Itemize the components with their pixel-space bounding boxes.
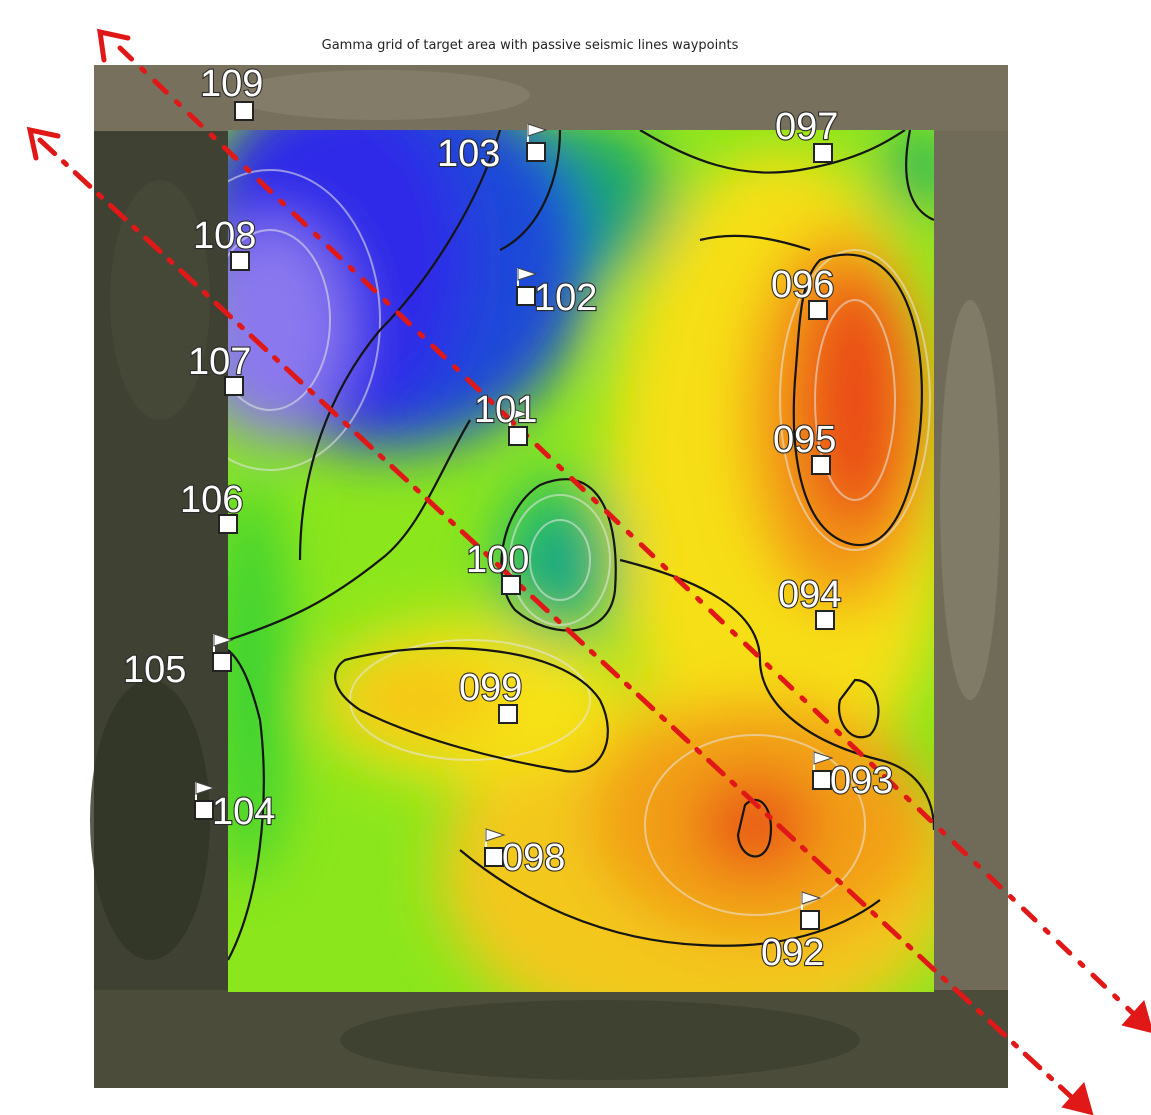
- waypoint-marker-icon: [501, 575, 521, 595]
- waypoint-marker-icon: [498, 704, 518, 724]
- waypoints: 109 108 107 106 105 104 103 102 101 100 099 098 097 0…: [122, 62, 895, 975]
- waypoint-105: 105: [122, 633, 234, 692]
- waypoint-103: 103: [436, 123, 548, 176]
- waypoint-label: 102: [534, 277, 597, 319]
- waypoint-label: 098: [502, 837, 565, 879]
- waypoint-label: 103: [437, 133, 500, 175]
- waypoint-106: 106: [179, 478, 245, 534]
- arrow-head-se-1: [1121, 999, 1151, 1033]
- arrow-head-nw-2: [26, 126, 61, 161]
- arrow-head-se-2: [1061, 1081, 1094, 1115]
- flag-pennant-icon: [813, 751, 834, 765]
- waypoint-marker-icon: [218, 514, 238, 534]
- waypoint-marker-icon: [484, 847, 504, 867]
- waypoint-098: 098: [484, 828, 567, 880]
- flag-pennant-icon: [527, 123, 548, 137]
- waypoint-marker-icon: [212, 652, 232, 672]
- waypoint-label: 106: [180, 479, 243, 521]
- waypoint-marker-icon: [815, 610, 835, 630]
- waypoint-100: 100: [465, 538, 531, 595]
- waypoint-label: 092: [761, 932, 824, 974]
- gamma-grid-surface: [228, 130, 934, 992]
- waypoint-095: 095: [772, 418, 838, 475]
- waypoint-label: 097: [775, 106, 838, 148]
- waypoint-label: 101: [474, 389, 537, 431]
- waypoint-marker-icon: [516, 286, 536, 306]
- waypoint-107: 107: [187, 340, 253, 396]
- waypoint-097: 097: [774, 105, 840, 163]
- waypoint-label: 100: [466, 539, 529, 581]
- waypoint-108: 108: [192, 214, 258, 271]
- flag-pennant-icon: [485, 828, 506, 842]
- waypoint-label: 107: [188, 341, 251, 383]
- waypoint-094: 094: [777, 573, 843, 630]
- flag-pennant-icon: [801, 891, 822, 905]
- waypoint-marker-icon: [234, 101, 254, 121]
- seismic-line-2: [37, 137, 1083, 1108]
- map-title: Gamma grid of target area with passive s…: [321, 38, 739, 53]
- waypoint-label: 105: [123, 649, 186, 691]
- flag-pennant-icon: [517, 267, 538, 281]
- seismic-lines: [26, 28, 1151, 1115]
- arrow-head-nw-1: [97, 28, 131, 63]
- waypoint-label: 096: [771, 264, 834, 306]
- waypoint-label: 099: [459, 667, 522, 709]
- waypoint-marker-icon: [808, 300, 828, 320]
- flag-pennant-icon: [509, 407, 530, 421]
- waypoint-marker-icon: [508, 426, 528, 446]
- waypoint-marker-icon: [800, 910, 820, 930]
- waypoint-marker-icon: [224, 376, 244, 396]
- waypoint-label: 108: [193, 215, 256, 257]
- waypoint-102: 102: [516, 267, 599, 320]
- waypoint-101: 101: [473, 388, 539, 446]
- waypoint-marker-icon: [194, 800, 214, 820]
- waypoint-label: 093: [830, 760, 893, 802]
- waypoint-092: 092: [760, 891, 826, 975]
- waypoint-096: 096: [770, 263, 836, 320]
- waypoint-marker-icon: [812, 770, 832, 790]
- seismic-line-1: [117, 45, 1143, 1023]
- waypoint-marker-icon: [230, 251, 250, 271]
- waypoint-label: 104: [212, 791, 275, 833]
- waypoint-marker-icon: [813, 143, 833, 163]
- waypoint-label: 094: [778, 574, 841, 616]
- waypoint-109: 109: [199, 62, 265, 121]
- waypoint-marker-icon: [526, 142, 546, 162]
- waypoint-label: 095: [773, 419, 836, 461]
- waypoint-093: 093: [812, 751, 895, 803]
- waypoint-104: 104: [194, 781, 277, 834]
- waypoint-label: 109: [200, 63, 263, 105]
- waypoint-marker-icon: [811, 455, 831, 475]
- flag-pennant-icon: [195, 781, 216, 795]
- waypoint-099: 099: [458, 666, 524, 724]
- arrowheads: [26, 28, 1151, 1115]
- flag-pennant-icon: [213, 633, 234, 647]
